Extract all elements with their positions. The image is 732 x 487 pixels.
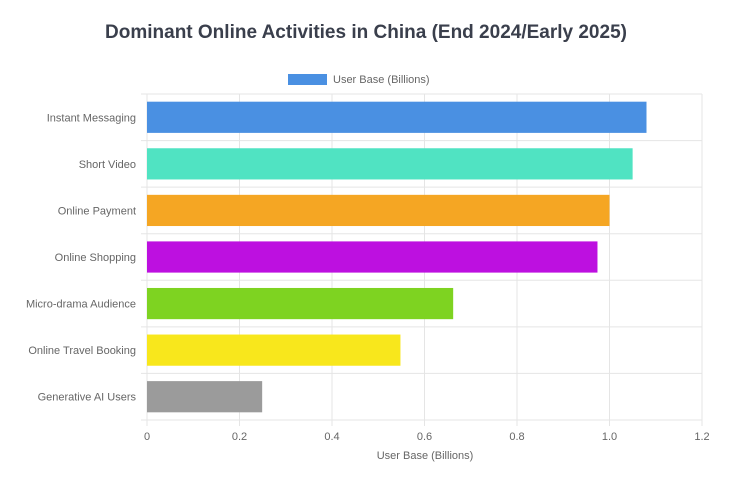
bar-online-shopping [147, 241, 598, 273]
bar-instant-messaging [147, 101, 647, 133]
bars [147, 101, 647, 413]
y-tick-label: Short Video [79, 159, 136, 171]
x-tick-label: 0.4 [324, 431, 339, 443]
y-tick-label: Micro-drama Audience [26, 299, 136, 311]
legend-swatch [288, 74, 327, 85]
x-tick-label: 0.2 [232, 431, 247, 443]
y-tick-label: Instant Messaging [47, 112, 136, 124]
y-tick-label: Generative AI Users [38, 392, 137, 404]
legend: User Base (Billions) [288, 74, 430, 86]
y-axis-ticks: Instant Messaging Short Video Online Payme… [26, 112, 137, 403]
y-tick-label: Online Travel Booking [28, 345, 136, 357]
bar-online-payment [147, 194, 610, 227]
x-tick-label: 0 [144, 431, 150, 443]
y-tick-label: Online Payment [58, 205, 136, 217]
bar-generative-ai-users [147, 381, 263, 413]
x-axis-title: User Base (Billions) [377, 450, 474, 462]
bar-short-video [147, 148, 633, 180]
y-tick-label: Online Shopping [55, 252, 136, 264]
bar-online-travel-booking [147, 334, 401, 366]
legend-label: User Base (Billions) [333, 74, 430, 86]
x-tick-label: 1.2 [694, 431, 709, 443]
chart-title: Dominant Online Activities in China (End… [105, 22, 627, 43]
x-tick-label: 1.0 [602, 431, 617, 443]
x-tick-label: 0.8 [509, 431, 524, 443]
bar-micro-drama-audience [147, 287, 454, 320]
x-axis-ticks: 0 0.2 0.4 0.6 0.8 1.0 1.2 [144, 431, 710, 443]
x-tick-label: 0.6 [417, 431, 432, 443]
